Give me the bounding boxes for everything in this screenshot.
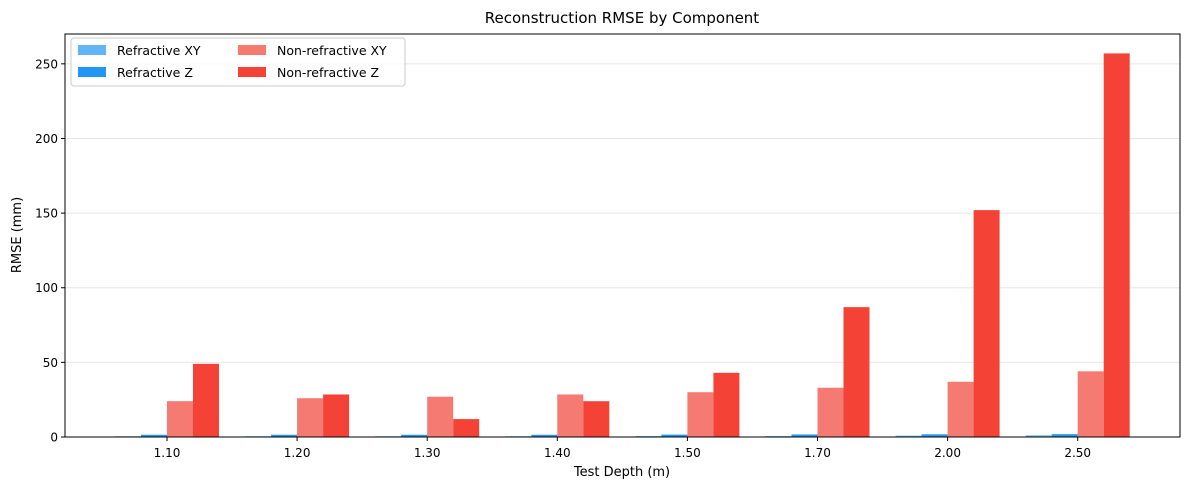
grid-lines bbox=[65, 63, 1180, 363]
y-tick-label: 150 bbox=[35, 207, 58, 221]
legend-label: Refractive Z bbox=[117, 65, 193, 80]
legend-label: Non-refractive XY bbox=[277, 43, 387, 58]
bar bbox=[297, 398, 324, 437]
bar bbox=[1025, 435, 1052, 437]
bar bbox=[687, 392, 714, 437]
x-tick-label: 2.00 bbox=[934, 446, 961, 460]
y-tick-label: 50 bbox=[43, 356, 58, 370]
x-tick-label: 2.50 bbox=[1064, 446, 1091, 460]
bar bbox=[843, 307, 870, 437]
bar bbox=[141, 434, 167, 437]
x-tick-label: 1.20 bbox=[284, 446, 311, 460]
bar bbox=[661, 434, 688, 437]
legend: Refractive XY Refractive Z Non-refractive … bbox=[70, 37, 406, 87]
x-tick-label: 1.70 bbox=[804, 446, 831, 460]
legend-swatch bbox=[78, 67, 106, 77]
bar bbox=[1103, 53, 1130, 437]
x-tick-label: 1.10 bbox=[154, 446, 181, 460]
legend-label: Non-refractive Z bbox=[277, 65, 379, 80]
bar bbox=[817, 387, 844, 437]
y-tick-label: 0 bbox=[50, 431, 58, 445]
x-axis: 1.10 1.20 1.30 1.40 1.50 1.70 2.00 2.50 bbox=[154, 437, 1091, 460]
bar bbox=[791, 434, 818, 437]
bar bbox=[1051, 434, 1078, 437]
plot-frame bbox=[64, 33, 1181, 438]
bar bbox=[895, 435, 922, 437]
bar bbox=[1077, 371, 1104, 437]
bar bbox=[427, 396, 454, 437]
bar bbox=[557, 394, 584, 437]
x-axis-label: Test Depth (m) bbox=[573, 465, 670, 480]
bar bbox=[713, 372, 740, 437]
y-tick-label: 200 bbox=[35, 132, 58, 146]
legend-swatch bbox=[238, 67, 266, 77]
bar bbox=[947, 381, 974, 437]
y-axis: 0 50 100 150 200 250 bbox=[35, 57, 65, 445]
bars bbox=[115, 53, 1130, 437]
bar bbox=[401, 434, 428, 437]
legend-swatch bbox=[78, 45, 106, 55]
bar bbox=[271, 434, 298, 437]
bar bbox=[921, 434, 948, 437]
legend-swatch bbox=[238, 45, 266, 55]
legend-frame bbox=[70, 37, 406, 87]
x-tick-label: 1.30 bbox=[414, 446, 441, 460]
bar bbox=[323, 394, 350, 437]
y-tick-label: 100 bbox=[35, 281, 58, 295]
y-axis-label: RMSE (mm) bbox=[10, 197, 25, 273]
bar bbox=[193, 363, 219, 437]
x-tick-label: 1.40 bbox=[544, 446, 571, 460]
bar bbox=[453, 419, 480, 437]
bar bbox=[531, 434, 558, 437]
bar bbox=[583, 401, 610, 437]
y-tick-label: 250 bbox=[35, 57, 58, 71]
bar bbox=[973, 210, 1000, 437]
chart-title: Reconstruction RMSE by Component bbox=[485, 9, 760, 27]
x-tick-label: 1.50 bbox=[674, 446, 701, 460]
bar bbox=[167, 401, 193, 437]
legend-label: Refractive XY bbox=[117, 43, 201, 58]
